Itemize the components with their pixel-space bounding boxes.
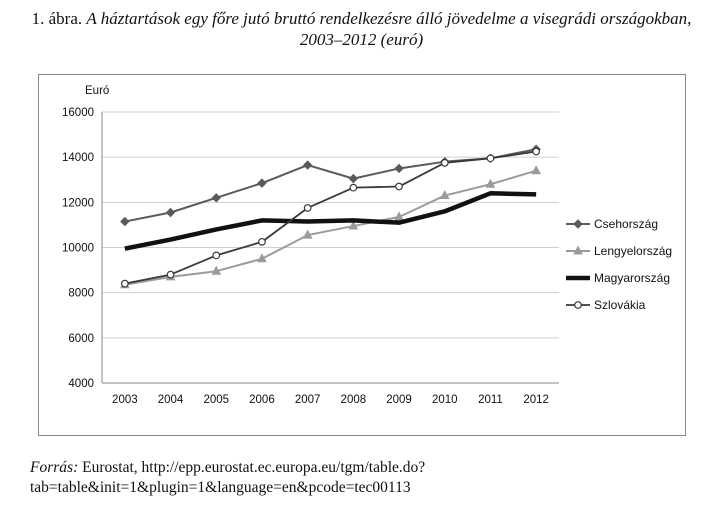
x-tick-label: 2004	[158, 394, 184, 406]
data-point	[486, 154, 495, 163]
data-point	[166, 270, 175, 279]
figure-caption: 1. ábra. A háztartások egy főre jutó bru…	[20, 8, 703, 50]
data-point	[485, 178, 496, 188]
legend-marker	[573, 245, 583, 255]
legend-entry: Szlovákia	[566, 298, 646, 312]
y-tick-label: 14000	[62, 152, 94, 164]
source-note: Forrás: Eurostat, http://epp.eurostat.ec…	[30, 458, 700, 498]
x-tick-label: 2009	[386, 394, 412, 406]
y-tick-label: 8000	[68, 288, 94, 300]
data-point	[394, 163, 404, 174]
legend-marker	[573, 219, 583, 229]
series-szlovákia	[120, 147, 541, 288]
data-point	[120, 279, 129, 288]
data-point	[302, 229, 313, 239]
legend-entry: Lengyelország	[566, 244, 672, 258]
data-point	[439, 189, 450, 200]
data-point	[165, 207, 176, 218]
y-tick-label: 12000	[62, 197, 94, 209]
line-chart: 4000 6000 8000 10000 12000 14000 16000 Euró 2003…	[62, 85, 672, 406]
source-text: Eurostat, http://epp.eurostat.ec.europa.…	[30, 459, 426, 496]
source-label: Forrás:	[30, 459, 79, 476]
data-point	[395, 182, 403, 191]
x-tick-label: 2003	[112, 394, 138, 406]
figure-title: A háztartások egy főre jutó bruttó rende…	[86, 9, 692, 49]
y-tick-label: 6000	[68, 333, 94, 345]
legend-entry: Magyarország	[566, 271, 670, 285]
x-tick-label: 2007	[295, 394, 321, 406]
data-point	[257, 253, 267, 263]
data-point	[212, 251, 221, 260]
legend-label: Szlovákia	[594, 298, 646, 312]
data-point	[349, 183, 358, 192]
x-tick-label: 2008	[341, 394, 367, 406]
data-point	[348, 220, 359, 230]
x-tick-label: 2012	[523, 394, 549, 406]
y-tick-label: 16000	[62, 107, 94, 119]
data-point	[531, 165, 541, 175]
data-point	[303, 204, 312, 212]
data-point	[211, 193, 221, 203]
legend-label: Magyarország	[594, 271, 670, 285]
x-tick-label: 2010	[432, 394, 458, 406]
data-point	[211, 265, 222, 275]
data-point	[257, 178, 267, 188]
series-line	[124, 169, 537, 286]
x-tick-label: 2011	[478, 394, 503, 406]
data-point	[440, 158, 449, 167]
data-point	[120, 216, 130, 227]
data-point	[532, 147, 541, 156]
data-point	[258, 237, 266, 246]
data-point	[394, 211, 404, 221]
y-axis-title: Euró	[85, 85, 109, 97]
y-tick-label: 10000	[62, 243, 94, 255]
x-tick-label: 2005	[203, 394, 229, 406]
data-point	[302, 160, 313, 170]
y-tick-label: 4000	[68, 378, 94, 390]
legend-marker	[574, 301, 582, 309]
legend-label: Lengyelország	[594, 244, 672, 258]
chart-frame: 4000 6000 8000 10000 12000 14000 16000 Euró 2003…	[38, 74, 686, 436]
x-tick-label: 2006	[249, 394, 275, 406]
series-line	[124, 150, 537, 285]
data-point	[348, 173, 359, 184]
series-line	[124, 191, 537, 251]
legend-entry: Csehország	[566, 217, 658, 231]
legend-label: Csehország	[594, 217, 658, 231]
figure-number: 1. ábra.	[31, 9, 83, 28]
series-magyarország	[124, 191, 537, 251]
